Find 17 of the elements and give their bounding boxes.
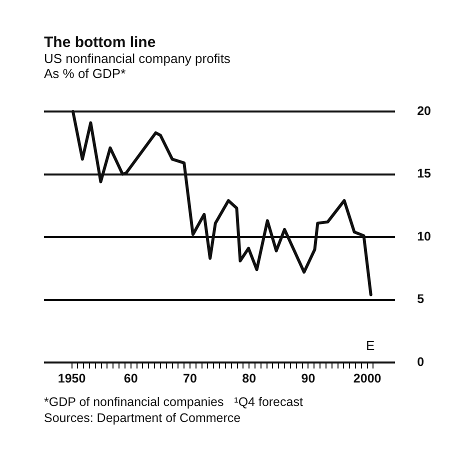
chart-title: The bottom line [44,34,157,51]
y-tick-label: 20 [417,104,432,118]
annotation: E [366,338,375,353]
text: *GDP of nonfinancial companies ¹Q4 forecast [44,394,303,410]
y-axis-title: As % of GDP* [44,66,127,81]
y-tick-label: 0 [417,354,424,369]
x-tick-label: 2000 [353,371,382,386]
y-tick-label: 10 [417,229,432,244]
x-tick-label: 80 [242,371,256,386]
x-tick-label: 70 [183,371,197,386]
chart-subtitle: US nonfinancial company profits [44,51,230,66]
x-tick-label: 1950 [58,371,86,386]
y-tick-label: 5 [417,292,424,306]
y-tick-label: 15 [417,166,432,181]
x-tick-label: 60 [124,371,138,386]
x-tick-label: 90 [301,371,316,386]
source-note: Sources: Department of Commerce [44,410,242,426]
